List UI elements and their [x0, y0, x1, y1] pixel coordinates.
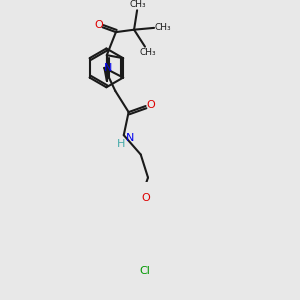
Text: O: O [146, 100, 155, 110]
Text: N: N [126, 133, 134, 143]
Text: O: O [141, 193, 150, 202]
Text: CH₃: CH₃ [140, 48, 156, 57]
Text: CH₃: CH₃ [154, 23, 171, 32]
Text: O: O [94, 20, 103, 31]
Text: Cl: Cl [139, 266, 150, 276]
Text: CH₃: CH₃ [130, 0, 147, 9]
Text: H: H [116, 139, 125, 148]
Text: N: N [104, 63, 112, 73]
